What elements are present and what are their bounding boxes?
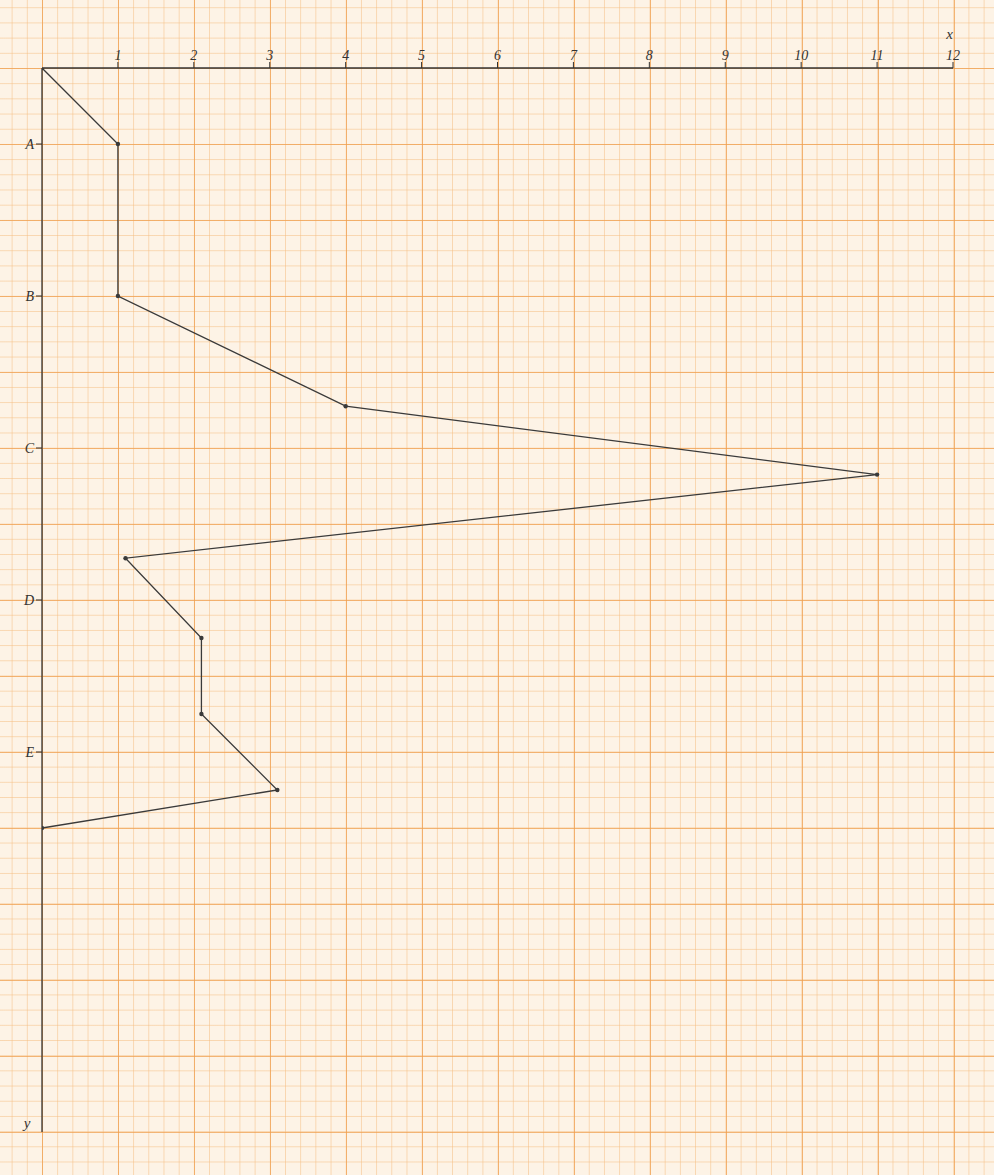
svg-text:1: 1 (114, 48, 121, 63)
svg-text:D: D (23, 593, 34, 608)
svg-text:C: C (25, 441, 35, 456)
svg-text:3: 3 (265, 48, 273, 63)
svg-text:10: 10 (794, 48, 808, 63)
svg-text:6: 6 (494, 48, 501, 63)
svg-text:E: E (24, 745, 34, 760)
svg-text:7: 7 (570, 48, 578, 63)
svg-text:9: 9 (722, 48, 729, 63)
svg-text:A: A (24, 137, 34, 152)
svg-text:x: x (945, 26, 953, 42)
svg-text:11: 11 (871, 48, 884, 63)
svg-text:B: B (25, 289, 34, 304)
svg-text:8: 8 (646, 48, 653, 63)
svg-text:12: 12 (946, 48, 960, 63)
svg-text:5: 5 (418, 48, 425, 63)
svg-text:4: 4 (342, 48, 349, 63)
svg-text:y: y (22, 1115, 31, 1131)
svg-text:2: 2 (190, 48, 197, 63)
